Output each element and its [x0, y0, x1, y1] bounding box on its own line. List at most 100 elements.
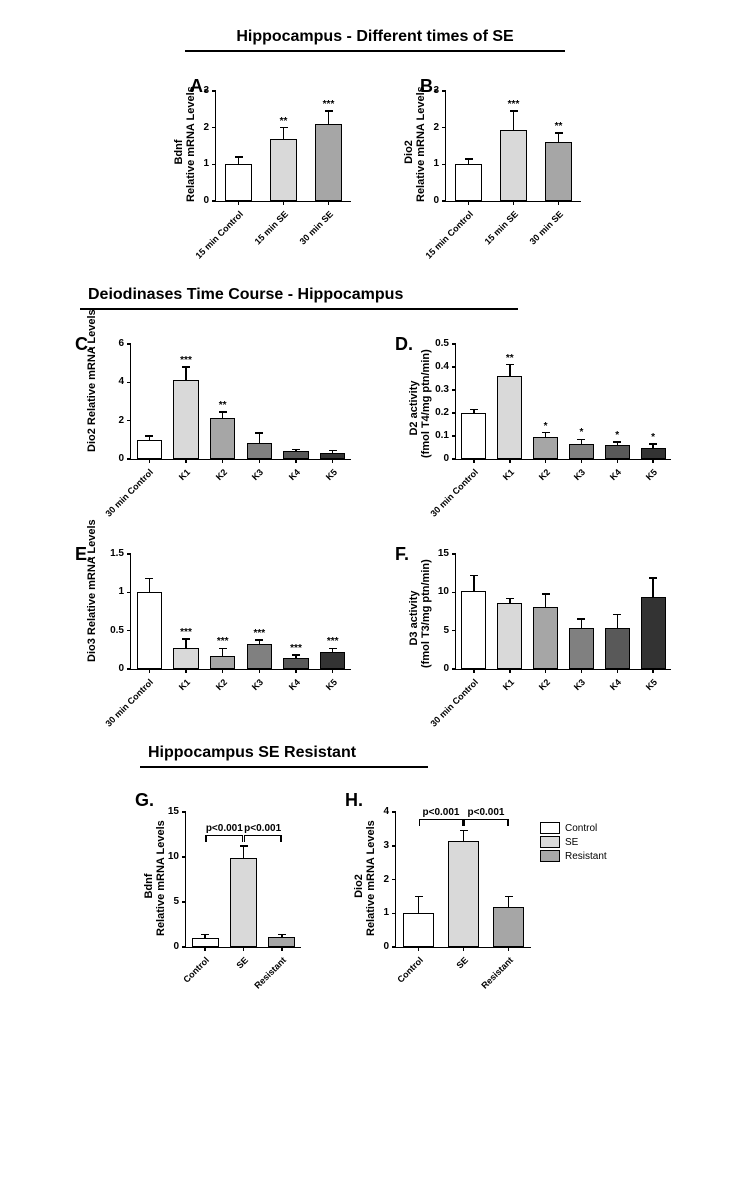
y-axis-label: D2 activity (fmol T4/mg ptn/min)	[408, 358, 432, 458]
plot-area: *****	[215, 91, 351, 202]
y-tick: 1.5	[110, 548, 124, 559]
bar	[230, 858, 257, 947]
y-axis-label: Dio3 Relative mRNA Levels	[86, 562, 98, 662]
bar	[569, 444, 594, 459]
y-axis-label: Dio2 Relative mRNA Levels	[353, 836, 377, 936]
y-axis-label: Bdnf Relative mRNA Levels	[143, 836, 167, 936]
legend-item: Control	[540, 822, 607, 834]
legend-label: Resistant	[565, 851, 607, 862]
significance-marker: **	[495, 353, 525, 364]
y-tick: 0	[443, 663, 449, 674]
legend-item: SE	[540, 836, 607, 848]
bar	[283, 451, 309, 459]
bar	[320, 652, 346, 669]
bar	[533, 607, 558, 669]
bar	[192, 938, 219, 947]
y-tick: 2	[203, 122, 209, 133]
bar	[497, 603, 522, 669]
x-tick: 30 min Control	[92, 467, 156, 531]
bar	[173, 380, 199, 459]
y-tick: 2	[118, 415, 124, 426]
y-axis-label: Dio2 Relative mRNA Levels	[86, 352, 98, 452]
significance-marker: ***	[208, 636, 238, 647]
significance-marker: *	[602, 430, 632, 441]
significance-marker: ***	[314, 99, 344, 110]
significance-marker: **	[269, 116, 299, 127]
bar	[605, 445, 630, 459]
significance-bracket	[464, 819, 509, 820]
y-tick: 4	[118, 376, 124, 387]
bar	[500, 130, 528, 202]
y-tick: 0	[118, 453, 124, 464]
y-tick: 10	[438, 586, 449, 597]
bar	[545, 142, 573, 201]
y-tick: 0	[203, 195, 209, 206]
legend-swatch	[540, 836, 560, 848]
significance-marker: *	[638, 432, 668, 443]
panel-F: F.D3 activity (fmol T3/mg ptn/min)051015…	[390, 534, 680, 724]
legend: Control SE Resistant	[540, 822, 607, 864]
significance-marker: **	[544, 121, 574, 132]
bar	[461, 591, 486, 669]
bracket-label: p<0.001	[461, 807, 511, 818]
y-tick: 0	[443, 453, 449, 464]
y-tick: 0.2	[435, 407, 449, 418]
plot-area: ******	[455, 344, 671, 460]
y-tick: 3	[203, 85, 209, 96]
bar	[137, 592, 163, 669]
bar	[247, 644, 273, 669]
bar	[455, 164, 483, 201]
x-tick: 30 min Control	[416, 467, 480, 531]
y-tick: 0.4	[435, 361, 449, 372]
panel-B: B.Dio2 Relative mRNA Levels*****012315 m…	[390, 66, 590, 266]
y-tick: 1	[433, 158, 439, 169]
panel-G: G.Bdnf Relative mRNA Levelsp<0.001p<0.00…	[130, 782, 310, 982]
y-tick: 5	[443, 625, 449, 636]
legend-swatch	[540, 850, 560, 862]
significance-marker: ***	[318, 636, 348, 647]
significance-bracket	[244, 835, 282, 836]
bar	[605, 628, 630, 669]
y-tick: 10	[168, 851, 179, 862]
bar	[641, 597, 666, 669]
bar	[137, 440, 163, 459]
y-tick: 5	[173, 896, 179, 907]
x-tick: 30 min Control	[92, 677, 156, 741]
row-EF: E.Dio3 Relative mRNA Levels*************…	[20, 534, 730, 724]
significance-marker: ***	[281, 643, 311, 654]
x-tick: 30 min Control	[416, 677, 480, 741]
y-tick: 4	[383, 806, 389, 817]
y-tick: 0.5	[110, 625, 124, 636]
y-tick: 0.1	[435, 430, 449, 441]
plot-area	[455, 554, 671, 670]
bar	[173, 648, 199, 669]
section1-title: Hippocampus - Different times of SE	[185, 28, 565, 52]
y-tick: 3	[383, 840, 389, 851]
bar	[493, 907, 525, 948]
row-CD: C.Dio2 Relative mRNA Levels*****024630 m…	[20, 324, 730, 514]
bar	[461, 413, 486, 459]
bar	[225, 164, 253, 201]
x-tick: K3	[524, 467, 588, 531]
significance-marker: ***	[171, 355, 201, 366]
significance-bracket	[205, 835, 243, 836]
y-tick: 15	[168, 806, 179, 817]
x-tick: K3	[524, 677, 588, 741]
bar	[497, 376, 522, 459]
y-tick: 15	[438, 548, 449, 559]
y-tick: 2	[433, 122, 439, 133]
legend-label: SE	[565, 837, 578, 848]
panel-C: C.Dio2 Relative mRNA Levels*****024630 m…	[70, 324, 360, 514]
section2-title: Deiodinases Time Course - Hippocampus	[80, 286, 518, 310]
plot-area: *****	[445, 91, 581, 202]
panel-H: H.Dio2 Relative mRNA Levelsp<0.001p<0.00…	[340, 782, 620, 982]
bracket-label: p<0.001	[238, 823, 288, 834]
panel-letter: G.	[135, 790, 154, 811]
y-tick: 6	[118, 338, 124, 349]
y-axis-label: Bdnf Relative mRNA Levels	[173, 102, 197, 202]
panel-letter: H.	[345, 790, 363, 811]
y-tick: 1	[118, 586, 124, 597]
bar	[315, 124, 343, 201]
row-GH: G. Bdnf Relative mRNA Levels p<0.001 p<0.00…	[130, 782, 730, 982]
significance-marker: ***	[244, 628, 274, 639]
